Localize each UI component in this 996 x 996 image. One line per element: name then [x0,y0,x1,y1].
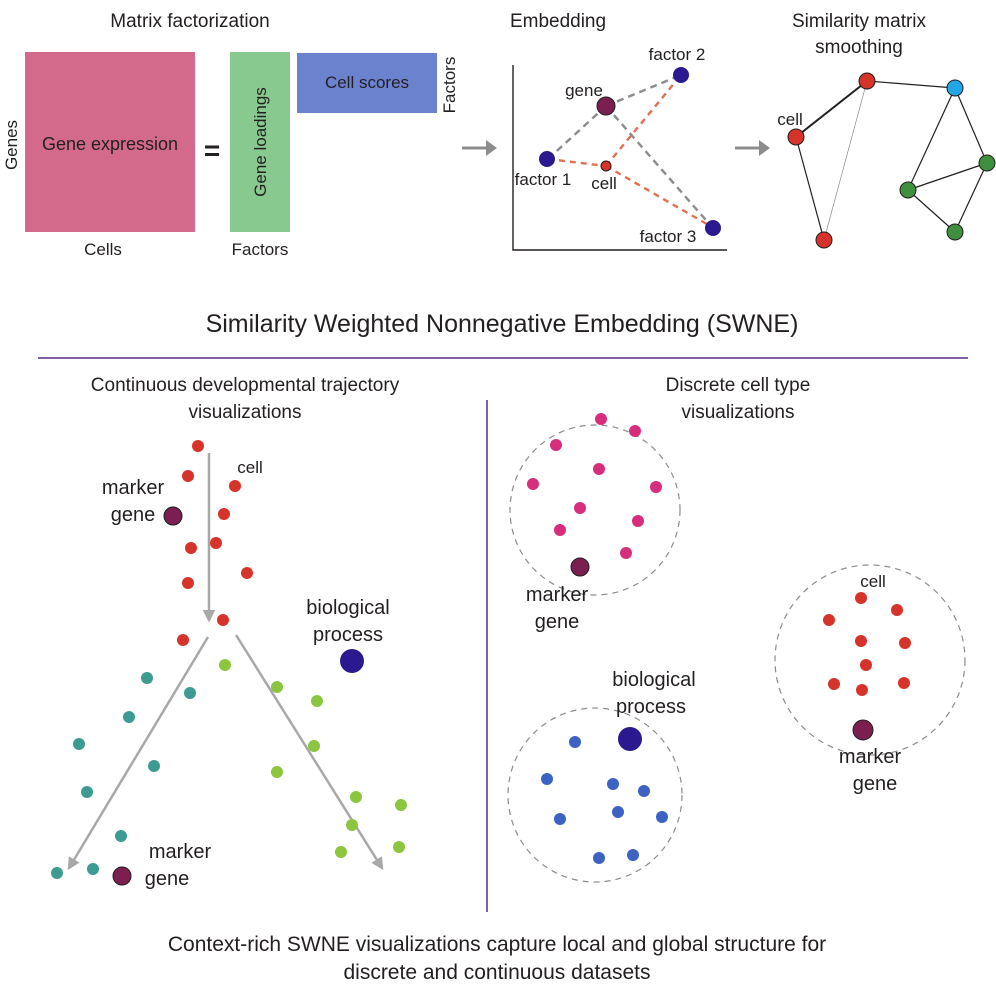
graph-node-blue [946,79,964,97]
cell-label: cell [591,174,617,193]
pink-marker-line1: marker [526,584,589,606]
trajectory-arrow-right [234,634,384,871]
gene-loadings-matrix [230,52,290,232]
trajectory-marker-top-line1: marker [102,477,165,499]
similarity-graph-edges [795,80,988,241]
discrete-title-line1: Discrete cell type [666,375,811,396]
red-cluster-cells [823,592,911,696]
swne-title: Similarity Weighted Nonnegative Embeddin… [206,310,799,338]
factor-2-node [673,67,689,83]
factors-bottom-label: Factors [232,240,289,259]
blue-bio-line1: biological [612,669,695,691]
continuous-panel: Continuous developmental trajectory visu… [51,375,407,890]
trajectory-red-cells [177,440,253,646]
trajectory-arrow-left [67,636,210,871]
discrete-panel: Discrete cell type visualizations marker… [507,375,966,883]
graph-node-green-right [978,154,996,172]
factor-2-label: factor 2 [649,45,706,64]
red-cluster-cell-label: cell [860,572,886,591]
red-marker-line2: gene [853,773,898,795]
cell-scores-matrix [297,53,437,113]
embedding-gene-links [547,73,713,228]
discrete-title-line2: visualizations [682,402,795,423]
trajectory-marker-gene-bottom [112,866,132,886]
blue-biological-process-node [618,727,642,751]
arrow-to-similarity [735,140,770,156]
pink-cluster-cells [527,413,662,559]
caption-line1: Context-rich SWNE visualizations capture… [168,933,826,956]
red-marker-gene-node [852,719,874,741]
graph-node-cell [787,128,805,146]
embedding-axes [512,65,727,251]
factors-side-label: Factors [440,57,459,114]
pink-cluster-outline [509,424,681,596]
arrow-to-embedding [462,140,497,156]
trajectory-biological-process-node [340,649,364,673]
similarity-title-line2: smoothing [815,37,903,58]
factor-1-label: factor 1 [515,170,572,189]
trajectory-lime-cells [219,659,407,858]
matrix-factorization-title: Matrix factorization [110,11,269,32]
gene-loadings-label: Gene loadings [251,87,270,197]
trajectory-bio-line1: biological [306,597,389,619]
matrix-factorization-panel: Matrix factorization Genes Gene expressi… [2,11,459,259]
caption-line2: discrete and continuous datasets [343,961,650,984]
continuous-title-line2: visualizations [189,402,302,423]
similarity-panel: Similarity matrix smoothing cell [777,11,996,249]
factor-3-node [705,220,721,236]
embedding-panel: Embedding factor 1 factor 2 factor 3 gen… [510,11,727,251]
similarity-title-line1: Similarity matrix [792,11,927,32]
trajectory-marker-gene-top [163,506,183,526]
trajectory-marker-bottom-line1: marker [149,841,212,863]
genes-axis-label: Genes [2,120,21,170]
cell-scores-label: Cell scores [325,73,409,92]
trajectory-teal-cells [51,672,196,879]
graph-node-green-bottom [946,223,964,241]
blue-cluster-cells [541,736,668,864]
pink-marker-line2: gene [535,611,580,633]
trajectory-bio-line2: process [313,624,383,646]
red-marker-line1: marker [839,746,902,768]
cell-node [600,160,612,172]
factor-1-node [539,151,555,167]
graph-cell-label: cell [777,110,803,129]
gene-node [596,96,616,116]
trajectory-cell-label: cell [237,458,263,477]
gene-expression-matrix [25,52,195,232]
graph-node-red-top [858,72,876,90]
blue-bio-line2: process [616,696,686,718]
trajectory-marker-top-line2: gene [111,504,156,526]
trajectory-marker-bottom-line2: gene [145,868,190,890]
embedding-title: Embedding [510,11,606,32]
continuous-title-line1: Continuous developmental trajectory [91,375,400,396]
pink-marker-gene-node [570,557,590,577]
red-cluster-outline [774,564,966,756]
gene-expression-label: Gene expression [42,134,178,154]
gene-label: gene [565,81,603,100]
factor-3-label: factor 3 [640,227,697,246]
trajectory-arrows [67,453,384,871]
graph-node-red-bottom [815,231,833,249]
graph-node-green-left [899,181,917,199]
cells-axis-label: Cells [84,240,122,259]
embedding-cell-links [547,74,713,229]
equals-sign: = [204,135,220,166]
blue-cluster-outline [507,707,683,883]
